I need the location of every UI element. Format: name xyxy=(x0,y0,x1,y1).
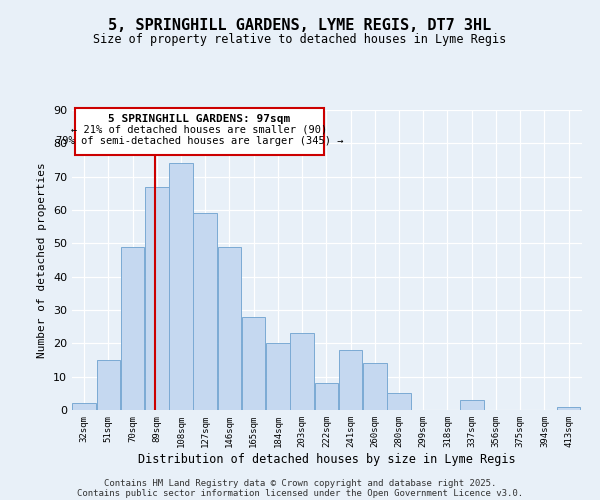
Bar xyxy=(266,344,290,410)
Text: Size of property relative to detached houses in Lyme Regis: Size of property relative to detached ho… xyxy=(94,32,506,46)
Bar xyxy=(97,360,120,410)
Bar xyxy=(218,246,241,410)
Bar xyxy=(290,334,314,410)
Text: ← 21% of detached houses are smaller (90): ← 21% of detached houses are smaller (90… xyxy=(71,125,328,135)
Bar xyxy=(145,186,169,410)
Text: Contains HM Land Registry data © Crown copyright and database right 2025.: Contains HM Land Registry data © Crown c… xyxy=(104,478,496,488)
X-axis label: Distribution of detached houses by size in Lyme Regis: Distribution of detached houses by size … xyxy=(138,452,516,466)
Bar xyxy=(193,214,217,410)
Bar xyxy=(169,164,193,410)
Bar xyxy=(73,404,96,410)
Bar xyxy=(387,394,411,410)
Y-axis label: Number of detached properties: Number of detached properties xyxy=(37,162,47,358)
Text: Contains public sector information licensed under the Open Government Licence v3: Contains public sector information licen… xyxy=(77,488,523,498)
Bar xyxy=(363,364,386,410)
Bar xyxy=(339,350,362,410)
Text: 5 SPRINGHILL GARDENS: 97sqm: 5 SPRINGHILL GARDENS: 97sqm xyxy=(109,114,290,124)
Text: 79% of semi-detached houses are larger (345) →: 79% of semi-detached houses are larger (… xyxy=(56,136,343,146)
Bar xyxy=(242,316,265,410)
Bar xyxy=(460,400,484,410)
Bar xyxy=(557,406,580,410)
FancyBboxPatch shape xyxy=(74,108,325,155)
Bar xyxy=(121,246,145,410)
Text: 5, SPRINGHILL GARDENS, LYME REGIS, DT7 3HL: 5, SPRINGHILL GARDENS, LYME REGIS, DT7 3… xyxy=(109,18,491,32)
Bar xyxy=(314,384,338,410)
